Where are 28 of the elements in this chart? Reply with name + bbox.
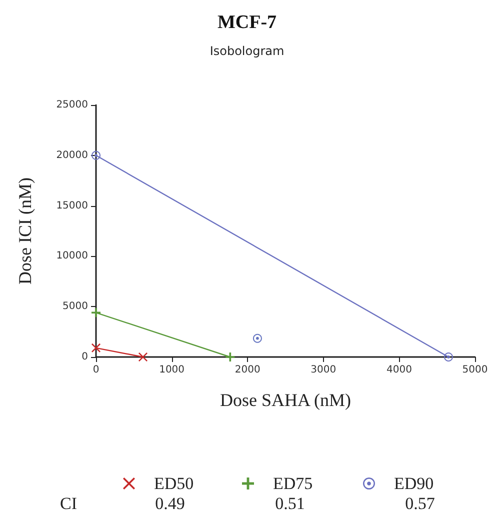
legend-label: ED75	[273, 474, 313, 493]
x-tick-label: 3000	[310, 364, 336, 376]
text: CI	[60, 494, 78, 513]
x-tick-label: 1000	[159, 364, 185, 376]
legend-label: ED50	[154, 474, 194, 493]
text: 0.49	[155, 494, 185, 513]
point	[226, 352, 235, 362]
point	[92, 308, 100, 318]
y-axis-title: Dose ICI (nM)	[15, 178, 35, 284]
y-tick-label: 0	[82, 352, 88, 362]
x-tick-label: 4000	[386, 364, 412, 376]
point	[444, 352, 453, 362]
legend-label: ED90	[394, 474, 434, 493]
x-tick-label: 0	[92, 364, 100, 376]
x-tick-label: 5000	[462, 364, 488, 376]
y-tick-label: 15000	[56, 200, 88, 212]
chart-subtitle: Isobologram	[210, 44, 284, 58]
chart-title: MCF-7	[217, 12, 278, 33]
y-tick-label: 25000	[56, 100, 88, 110]
y-tick-label: 5000	[62, 301, 88, 312]
x-tick-label: 2000	[234, 364, 260, 376]
point	[92, 150, 100, 160]
text: 0.51	[275, 494, 305, 513]
x-axis-title: Dose SAHA (nM)	[220, 390, 352, 410]
text: 0.57	[405, 494, 436, 513]
y-tick-label: 20000	[56, 150, 88, 161]
point	[252, 334, 262, 343]
y-tick-label: 10000	[56, 250, 88, 262]
